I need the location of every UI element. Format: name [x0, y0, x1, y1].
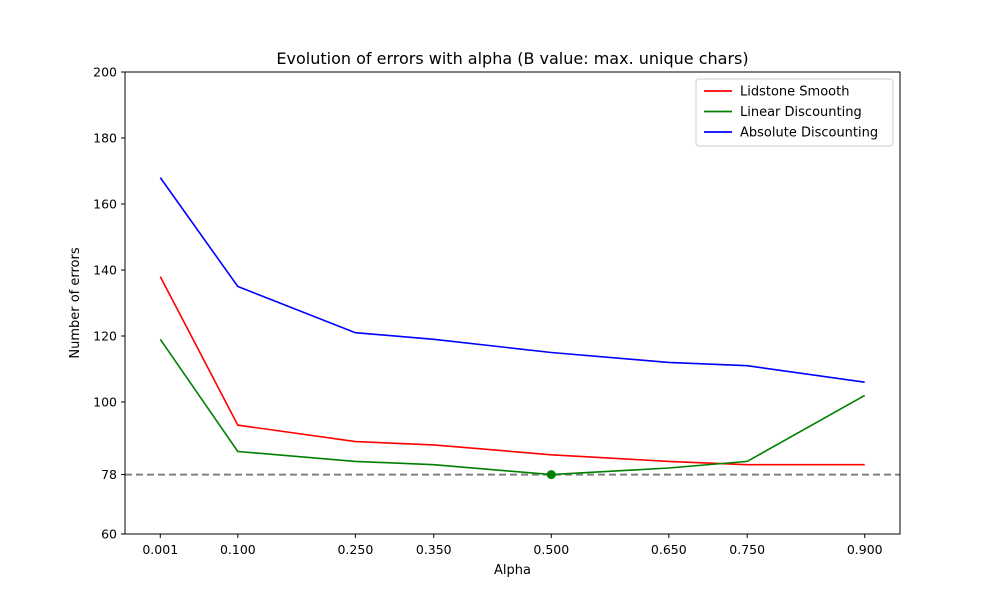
series-line-3	[159, 177, 865, 383]
x-axis: 0.001 0.100 0.250 0.350 0.500 0.650 0.750 0.900	[142, 534, 883, 557]
legend: Lidstone Smooth Linear Discounting Absolut…	[695, 78, 894, 147]
y-tick-label: 78	[101, 467, 117, 482]
x-tick-label: 0.250	[337, 542, 373, 557]
x-tick-label: 0.900	[847, 542, 883, 557]
x-tick-label: 0.650	[651, 542, 687, 557]
series-line-2	[159, 338, 866, 476]
x-tick-label: 0.500	[533, 542, 569, 557]
y-axis-label: Number of errors	[68, 247, 83, 358]
y-tick-label: 160	[93, 197, 117, 212]
minimum-point-marker	[546, 470, 556, 480]
y-tick-label: 100	[93, 395, 117, 410]
y-tick-label: 200	[93, 65, 117, 80]
legend-label: Absolute Discounting	[740, 126, 878, 141]
y-axis: 60 78 100 120 140 160 180 200	[93, 65, 125, 542]
series-line-1	[159, 276, 865, 466]
legend-box	[695, 78, 894, 147]
x-axis-label: Alpha	[494, 563, 531, 578]
x-tick-label: 0.001	[142, 542, 178, 557]
legend-label: Linear Discounting	[740, 105, 862, 120]
x-tick-label: 0.750	[729, 542, 765, 557]
y-tick-label: 120	[93, 329, 117, 344]
y-tick-label: 60	[101, 527, 117, 542]
legend-label: Lidstone Smooth	[740, 85, 849, 100]
x-tick-label: 0.350	[416, 542, 452, 557]
plot-area	[125, 177, 900, 480]
x-tick-label: 0.100	[220, 542, 256, 557]
chart-title: Evolution of errors with alpha (B value:…	[276, 49, 748, 68]
plot-frame	[124, 71, 901, 535]
y-tick-label: 140	[93, 263, 117, 278]
y-tick-label: 180	[93, 131, 117, 146]
